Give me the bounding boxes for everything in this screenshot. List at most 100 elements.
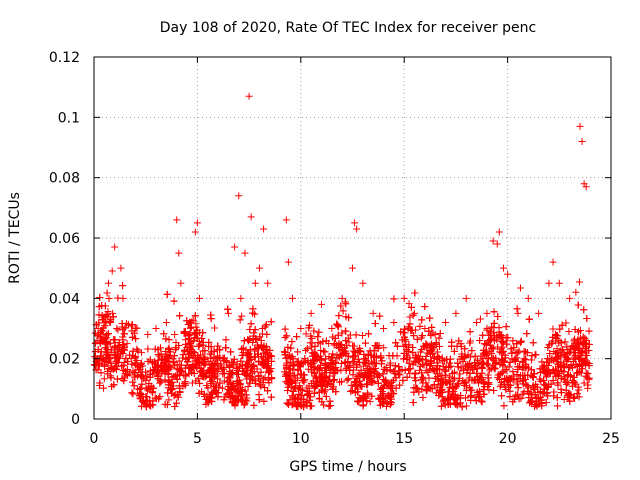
data-point	[187, 364, 195, 372]
data-point	[129, 378, 137, 386]
data-point	[400, 355, 408, 363]
data-point	[471, 361, 479, 369]
data-point	[393, 342, 401, 350]
data-point	[406, 313, 414, 321]
data-point	[417, 376, 425, 384]
data-point	[484, 374, 492, 382]
data-point	[106, 318, 114, 326]
data-point	[363, 381, 371, 389]
data-point	[312, 374, 320, 382]
data-point	[130, 382, 138, 390]
data-point	[118, 319, 126, 327]
data-point	[306, 396, 314, 404]
data-point	[458, 403, 466, 411]
data-point	[164, 353, 172, 361]
data-point	[374, 370, 382, 378]
data-point	[481, 350, 489, 358]
data-point	[459, 366, 467, 374]
data-point	[350, 357, 358, 365]
data-point	[322, 392, 330, 400]
data-point	[319, 347, 327, 355]
data-point	[167, 364, 175, 372]
data-point	[108, 267, 116, 275]
data-point	[148, 359, 156, 367]
data-point	[132, 335, 140, 343]
data-point	[483, 360, 491, 368]
data-point	[248, 369, 256, 377]
data-point	[496, 348, 504, 356]
data-point	[302, 330, 310, 338]
data-point	[285, 374, 293, 382]
data-point	[251, 310, 259, 318]
data-point	[353, 381, 361, 389]
data-point	[517, 394, 525, 402]
data-point	[283, 399, 291, 407]
data-point	[477, 361, 485, 369]
data-point	[179, 354, 187, 362]
data-point	[515, 375, 523, 383]
data-point	[452, 382, 460, 390]
data-point	[445, 376, 453, 384]
data-point	[176, 312, 184, 320]
data-point	[317, 352, 325, 360]
data-point	[368, 392, 376, 400]
data-point	[569, 377, 577, 385]
data-point	[425, 327, 433, 335]
data-point	[566, 397, 574, 405]
data-point	[521, 348, 529, 356]
data-point	[562, 319, 570, 327]
data-point	[319, 338, 327, 346]
data-point	[104, 330, 112, 338]
data-point	[133, 356, 141, 364]
data-point	[510, 343, 518, 351]
data-point	[344, 375, 352, 383]
data-point	[284, 354, 292, 362]
data-point	[160, 330, 168, 338]
data-point	[102, 344, 110, 352]
data-point	[191, 349, 199, 357]
data-point	[530, 370, 538, 378]
data-point	[538, 358, 546, 366]
data-point	[354, 355, 362, 363]
data-point	[408, 326, 416, 334]
data-point	[434, 370, 442, 378]
data-point	[466, 328, 474, 336]
data-point	[425, 374, 433, 382]
data-point	[298, 391, 306, 399]
data-point	[335, 342, 343, 350]
data-point	[443, 394, 451, 402]
data-point	[99, 316, 107, 324]
data-point	[418, 316, 426, 324]
data-point	[288, 338, 296, 346]
data-point	[430, 354, 438, 362]
data-point	[461, 352, 469, 360]
data-point	[96, 333, 104, 341]
data-point	[103, 289, 111, 297]
data-point	[301, 355, 309, 363]
data-point	[135, 366, 143, 374]
data-point	[300, 371, 308, 379]
data-point	[165, 396, 173, 404]
data-point	[432, 374, 440, 382]
data-point	[505, 375, 513, 383]
data-point	[110, 381, 118, 389]
data-point	[211, 370, 219, 378]
data-point	[582, 360, 590, 368]
data-point	[486, 366, 494, 374]
data-point	[134, 347, 142, 355]
data-point	[438, 380, 446, 388]
data-point	[219, 370, 227, 378]
data-point	[554, 402, 562, 410]
data-point	[322, 355, 330, 363]
data-point	[242, 346, 250, 354]
data-point	[98, 311, 106, 319]
data-point	[207, 315, 215, 323]
data-point	[240, 401, 248, 409]
data-point	[169, 355, 177, 363]
data-point	[106, 354, 114, 362]
data-point	[216, 346, 224, 354]
data-point	[177, 361, 185, 369]
data-point	[411, 369, 419, 377]
data-point	[530, 402, 538, 410]
data-point	[462, 394, 470, 402]
